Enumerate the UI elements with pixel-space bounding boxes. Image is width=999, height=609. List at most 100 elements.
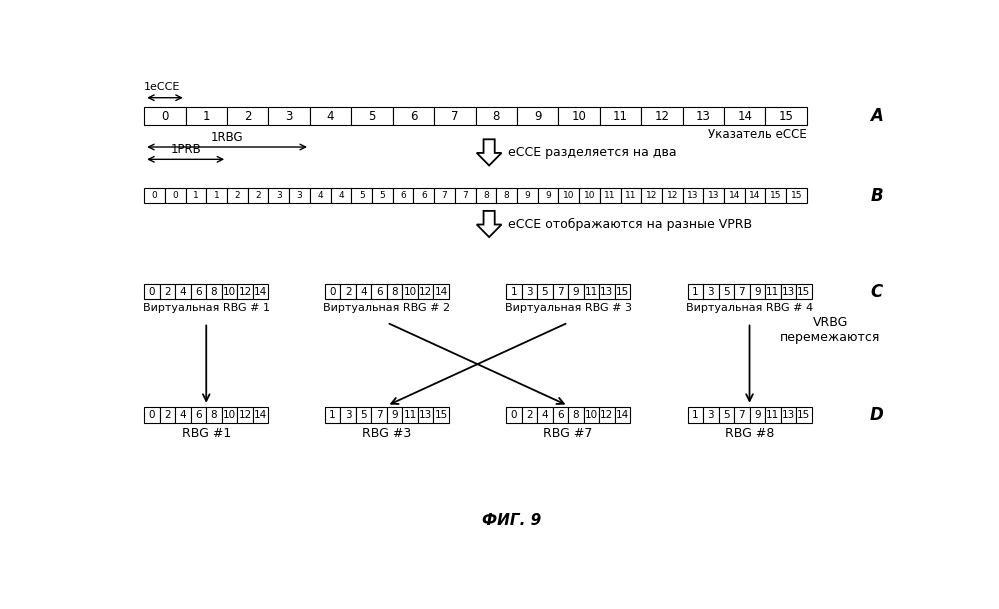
- Text: 9: 9: [392, 410, 398, 420]
- Text: 7: 7: [738, 410, 745, 420]
- Bar: [521, 407, 537, 423]
- Text: 5: 5: [541, 287, 548, 297]
- Bar: [269, 107, 310, 125]
- Bar: [796, 284, 811, 300]
- Bar: [506, 407, 521, 423]
- Text: 2: 2: [256, 191, 261, 200]
- Bar: [269, 188, 289, 203]
- Bar: [393, 107, 435, 125]
- Text: 3: 3: [707, 410, 714, 420]
- Text: 12: 12: [666, 191, 678, 200]
- Text: 7: 7: [452, 110, 459, 122]
- Text: 0: 0: [152, 191, 158, 200]
- Text: C: C: [870, 283, 883, 301]
- Text: 6: 6: [376, 287, 383, 297]
- Bar: [476, 188, 497, 203]
- Bar: [434, 284, 449, 300]
- Text: 3: 3: [286, 110, 293, 122]
- Text: 13: 13: [600, 287, 613, 297]
- Text: Указатель еССЕ: Указатель еССЕ: [708, 128, 807, 141]
- Bar: [352, 188, 372, 203]
- Text: 0: 0: [510, 410, 517, 420]
- Text: 2: 2: [244, 110, 252, 122]
- Bar: [537, 188, 558, 203]
- Bar: [568, 407, 583, 423]
- Bar: [206, 407, 222, 423]
- Text: 5: 5: [369, 110, 376, 122]
- Text: 15: 15: [797, 410, 810, 420]
- Text: 7: 7: [376, 410, 383, 420]
- Bar: [237, 407, 253, 423]
- Text: 12: 12: [600, 410, 613, 420]
- Text: 7: 7: [463, 191, 469, 200]
- Text: 3: 3: [526, 287, 532, 297]
- Bar: [687, 407, 703, 423]
- Bar: [435, 107, 476, 125]
- Bar: [418, 407, 434, 423]
- Bar: [662, 188, 682, 203]
- Bar: [372, 188, 393, 203]
- Text: 1: 1: [203, 110, 210, 122]
- Bar: [403, 284, 418, 300]
- Text: 3: 3: [297, 191, 303, 200]
- Bar: [372, 407, 387, 423]
- Text: 9: 9: [524, 191, 530, 200]
- Text: 15: 15: [770, 191, 781, 200]
- Bar: [558, 188, 579, 203]
- Text: 0: 0: [330, 287, 336, 297]
- Text: 14: 14: [435, 287, 448, 297]
- Bar: [516, 107, 558, 125]
- Bar: [403, 407, 418, 423]
- Text: 10: 10: [584, 410, 598, 420]
- Text: 3: 3: [345, 410, 352, 420]
- Bar: [144, 284, 160, 300]
- Bar: [599, 284, 614, 300]
- Text: 9: 9: [572, 287, 579, 297]
- Bar: [614, 284, 630, 300]
- Text: 11: 11: [584, 287, 598, 297]
- Text: 9: 9: [545, 191, 550, 200]
- Bar: [356, 284, 372, 300]
- Text: 10: 10: [223, 410, 236, 420]
- Bar: [583, 284, 599, 300]
- Bar: [237, 284, 253, 300]
- Text: 13: 13: [419, 410, 433, 420]
- Bar: [568, 284, 583, 300]
- Text: 1RBG: 1RBG: [211, 131, 244, 144]
- Text: 1PRB: 1PRB: [170, 143, 201, 157]
- Text: 9: 9: [754, 410, 760, 420]
- Bar: [703, 284, 718, 300]
- Text: 11: 11: [766, 410, 779, 420]
- Text: 8: 8: [392, 287, 398, 297]
- Bar: [703, 407, 718, 423]
- Text: 4: 4: [318, 191, 323, 200]
- Text: 10: 10: [223, 287, 236, 297]
- Bar: [222, 407, 237, 423]
- Text: 1: 1: [214, 191, 220, 200]
- Bar: [599, 407, 614, 423]
- Bar: [641, 188, 662, 203]
- Text: 15: 15: [435, 410, 448, 420]
- Bar: [352, 107, 393, 125]
- Bar: [579, 188, 599, 203]
- Text: RBG #8: RBG #8: [725, 426, 774, 440]
- Bar: [418, 284, 434, 300]
- Text: 0: 0: [149, 287, 155, 297]
- Bar: [310, 188, 331, 203]
- Bar: [718, 284, 734, 300]
- Text: 9: 9: [533, 110, 541, 122]
- Bar: [341, 284, 356, 300]
- Text: B: B: [870, 186, 883, 205]
- Text: 0: 0: [149, 410, 155, 420]
- Bar: [765, 107, 807, 125]
- Bar: [387, 407, 403, 423]
- Text: 8: 8: [484, 191, 489, 200]
- Text: 0: 0: [161, 110, 169, 122]
- Text: 13: 13: [696, 110, 710, 122]
- Text: 3: 3: [707, 287, 714, 297]
- Bar: [780, 407, 796, 423]
- Text: 14: 14: [737, 110, 752, 122]
- Text: 15: 15: [779, 110, 793, 122]
- Bar: [248, 188, 269, 203]
- Text: 9: 9: [754, 287, 760, 297]
